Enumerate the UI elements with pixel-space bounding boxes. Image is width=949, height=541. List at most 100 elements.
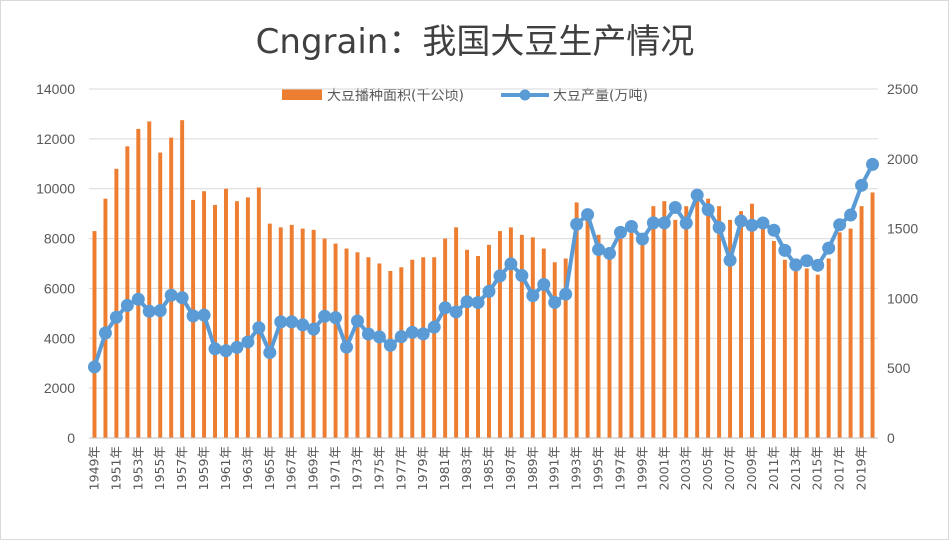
legend-line-label: 大豆产量(万吨): [553, 88, 648, 104]
bar: [443, 238, 448, 438]
bar: [782, 259, 787, 438]
x-tick-label: 2007年: [722, 446, 737, 490]
bar: [541, 248, 546, 438]
line-point: [164, 288, 178, 302]
line-point: [646, 216, 660, 230]
line-point: [712, 220, 726, 234]
y-left-tick-label: 14000: [36, 81, 75, 97]
y-left-tick-label: 12000: [36, 131, 75, 147]
bar: [728, 219, 733, 438]
x-tick-label: 1953年: [130, 446, 145, 490]
line-point: [142, 304, 156, 318]
x-tick-label: 2017年: [832, 446, 847, 490]
bar: [629, 226, 634, 438]
x-tick-label: 1949年: [86, 446, 101, 490]
line-point: [197, 308, 211, 322]
bar: [651, 206, 656, 438]
x-tick-label: 1981年: [437, 446, 452, 490]
line-point: [98, 326, 112, 340]
line-point: [175, 291, 189, 305]
x-axis: 1949年 1951年 1953年 1955年 1957年 1959年 1961年 1963年…: [86, 437, 878, 490]
x-tick-label: 1967年: [284, 446, 299, 490]
bar: [673, 219, 678, 438]
bar: [388, 270, 393, 438]
x-tick-label: 1969年: [306, 446, 321, 490]
bar: [476, 256, 480, 438]
bar: [103, 198, 108, 438]
x-tick-label: 1971年: [328, 446, 343, 490]
bar: [596, 234, 601, 438]
line-point: [208, 342, 222, 356]
bar: [224, 188, 228, 438]
x-tick-label: 2015年: [810, 446, 825, 490]
bar: [760, 226, 765, 438]
bar: [563, 258, 568, 438]
y-right-tick-label: 2000: [887, 151, 918, 167]
bar: [410, 259, 415, 438]
x-tick-label: 1991年: [547, 446, 562, 490]
line-point: [613, 225, 627, 239]
line-point: [460, 295, 474, 309]
line-point: [285, 315, 299, 329]
bar: [322, 238, 327, 438]
line-point: [318, 309, 332, 323]
line-point: [438, 301, 452, 315]
line-point: [581, 208, 595, 222]
bar: [585, 208, 590, 438]
bar: [552, 262, 557, 438]
bar: [574, 202, 579, 438]
line-point: [756, 216, 770, 230]
line-series: [87, 157, 880, 374]
chart-title: Cngrain：我国大豆生产情况: [256, 22, 695, 62]
x-tick-label: 1965年: [262, 446, 277, 490]
bar: [487, 244, 491, 438]
line-point: [186, 309, 200, 323]
line-point: [241, 335, 255, 349]
y-right-tick-label: 0: [887, 430, 895, 446]
bar: [497, 231, 502, 438]
bar: [695, 198, 700, 438]
line-point: [767, 223, 781, 237]
line-point: [855, 178, 869, 192]
bar: [355, 252, 360, 438]
bar: [158, 152, 163, 438]
line-point: [833, 218, 847, 232]
line-point: [329, 311, 343, 325]
bar: [870, 192, 875, 438]
line-point: [734, 214, 748, 228]
x-tick-label: 1989年: [525, 446, 540, 490]
x-tick-label: 1977年: [393, 446, 408, 490]
line-point: [482, 284, 496, 298]
line-point: [800, 254, 814, 268]
legend-bar-swatch: [282, 89, 322, 100]
bar: [114, 168, 119, 438]
bar: [245, 197, 250, 438]
bar: [465, 249, 470, 438]
line-point: [416, 327, 430, 341]
bar: [136, 128, 141, 438]
line-point: [690, 188, 704, 202]
x-tick-label: 1951年: [108, 446, 123, 490]
line-point: [307, 322, 321, 336]
line-point: [405, 325, 419, 339]
line-point: [624, 220, 638, 234]
bar: [432, 257, 437, 438]
line-point: [789, 258, 803, 272]
y-left-tick-label: 8000: [44, 231, 75, 247]
bar: [366, 257, 371, 438]
line-point: [668, 201, 682, 215]
legend-bar-label: 大豆播种面积(千公顷): [327, 88, 464, 104]
line-point: [559, 287, 573, 301]
bar: [837, 232, 842, 438]
line-point: [350, 314, 364, 328]
y-left-tick-label: 10000: [36, 181, 75, 197]
line-point: [296, 318, 310, 332]
line-point: [570, 217, 584, 231]
bar: [826, 258, 831, 438]
bar: [859, 206, 864, 438]
bar: [333, 243, 338, 438]
line-point: [548, 295, 562, 309]
line-point: [230, 340, 244, 354]
line-point: [361, 327, 375, 341]
